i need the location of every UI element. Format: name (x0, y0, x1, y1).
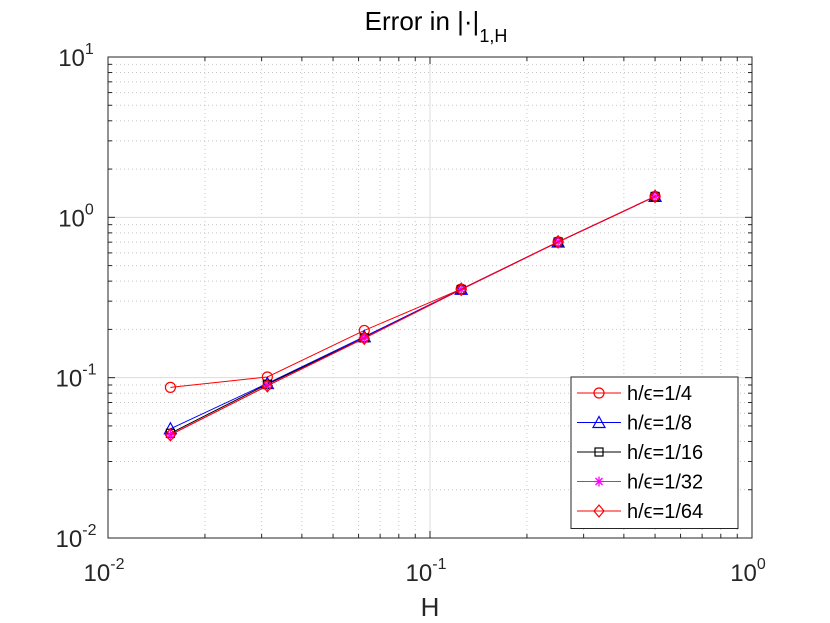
legend-item: h/ϵ=1/32 (577, 472, 703, 494)
legend: h/ϵ=1/4 h/ϵ=1/8 h/ϵ=1/16 h/ϵ=1/32 h/ϵ=1/64 (570, 376, 739, 529)
y-tick-label: 101 (58, 41, 94, 72)
data-point (455, 282, 467, 297)
legend-label: h/ϵ=1/16 (627, 442, 703, 464)
series-line (170, 195, 656, 436)
data-point (552, 235, 564, 249)
legend-label: h/ϵ=1/4 (627, 383, 692, 405)
series-5 (164, 189, 661, 442)
data-point (164, 381, 177, 393)
legend-label: h/ϵ=1/32 (627, 472, 703, 494)
legend-marker (593, 504, 605, 518)
data-point (164, 427, 177, 442)
y-tick-label: 10-1 (56, 362, 97, 393)
legend-item: h/ϵ=1/64 (577, 501, 703, 523)
legend-item: h/ϵ=1/16 (577, 442, 703, 464)
legend-marker (594, 476, 604, 487)
legend-item: h/ϵ=1/4 (577, 383, 692, 405)
series-layer (163, 189, 663, 442)
legend-marker (591, 415, 607, 429)
legend-marker (593, 387, 605, 399)
legend-label: h/ϵ=1/8 (627, 413, 692, 435)
data-point (261, 378, 274, 393)
x-tick-label: 10-2 (84, 556, 125, 587)
legend-label: h/ϵ=1/64 (627, 501, 703, 523)
legend-marker (594, 447, 604, 457)
data-point (649, 189, 661, 204)
legend-item: h/ϵ=1/8 (577, 413, 692, 435)
axis-ticks: 10-2 10-1 100 10-2 10-1 100 101 (56, 41, 766, 587)
data-point (358, 331, 371, 346)
x-axis-label: H (421, 592, 440, 622)
y-tick-label: 100 (58, 201, 94, 232)
x-tick-label: 100 (730, 556, 766, 587)
legend-box (570, 376, 739, 529)
chart-title: Error in |·|1,H (365, 6, 508, 46)
x-tick-label: 10-1 (406, 556, 447, 587)
y-tick-label: 10-2 (56, 522, 97, 553)
